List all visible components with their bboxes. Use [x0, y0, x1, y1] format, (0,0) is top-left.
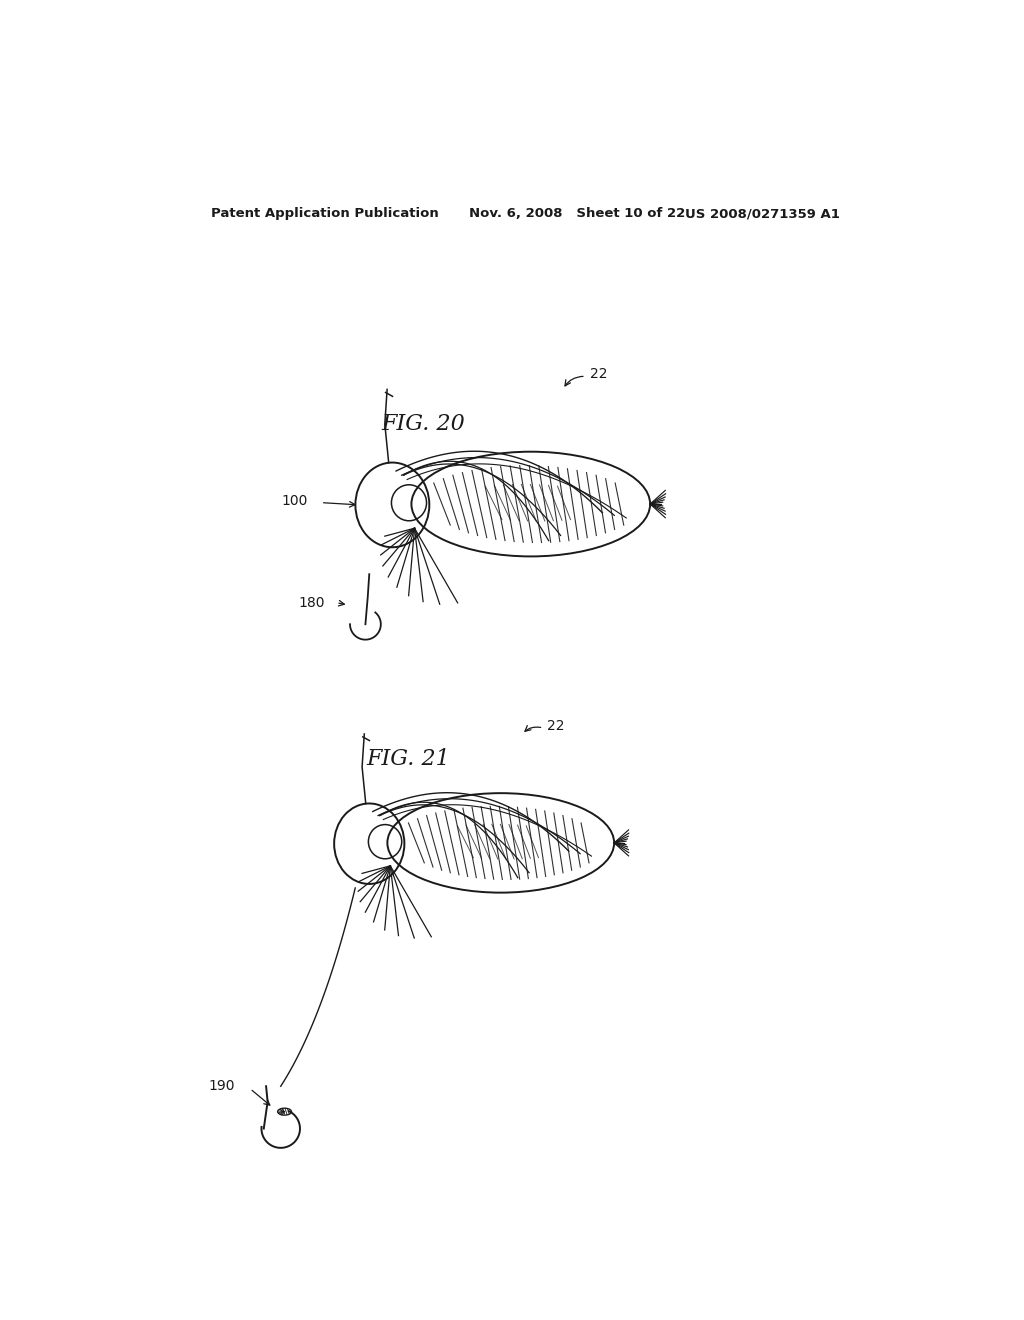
Text: Patent Application Publication: Patent Application Publication	[211, 207, 439, 220]
Text: 190: 190	[208, 1080, 234, 1093]
Text: Nov. 6, 2008   Sheet 10 of 22: Nov. 6, 2008 Sheet 10 of 22	[469, 207, 686, 220]
Text: FIG. 21: FIG. 21	[366, 748, 450, 770]
Text: 22: 22	[547, 719, 564, 734]
Text: US 2008/0271359 A1: US 2008/0271359 A1	[685, 207, 840, 220]
Text: 180: 180	[299, 595, 326, 610]
Text: 22: 22	[590, 367, 607, 381]
Text: 100: 100	[282, 494, 307, 508]
Text: FIG. 20: FIG. 20	[381, 413, 465, 436]
